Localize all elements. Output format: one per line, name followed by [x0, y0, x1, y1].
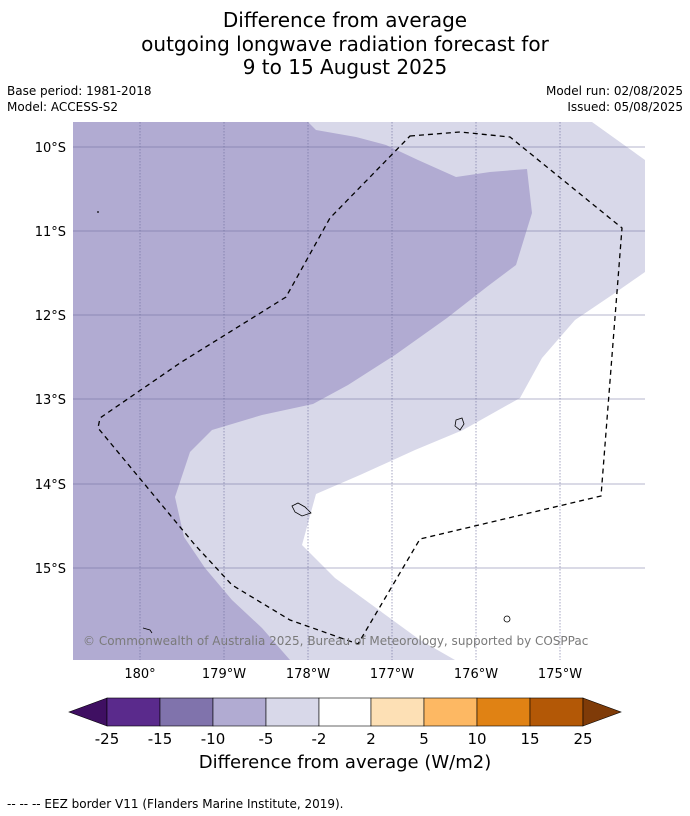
- colorbar: [68, 697, 622, 727]
- island-futuna: [291, 502, 312, 517]
- colorbar-tick: -15: [148, 730, 173, 748]
- lon-label: 179°W: [202, 667, 246, 682]
- colorbar-extend-low: [68, 697, 108, 727]
- model-name: Model: ACCESS-S2: [7, 100, 119, 114]
- lat-label: 14°S: [35, 478, 66, 493]
- lat-label: 13°S: [35, 393, 66, 408]
- issued-date: Issued: 05/08/2025: [567, 100, 683, 114]
- title-line-2: outgoing longwave radiation forecast for: [141, 32, 549, 56]
- island-west: [142, 627, 153, 634]
- island-wallis: [454, 417, 465, 431]
- colorbar-label: Difference from average (W/m2): [198, 752, 492, 773]
- eez-legend-note: -- -- -- EEZ border V11 (Flanders Marine…: [7, 797, 344, 811]
- lon-label: 177°W: [370, 667, 414, 682]
- eez-border: [97, 131, 623, 645]
- colorbar-segment: [318, 697, 372, 727]
- lat-label: 11°S: [35, 225, 66, 240]
- colorbar-tick: 25: [573, 730, 592, 748]
- colorbar-segment: [529, 697, 584, 727]
- colorbar-tick: 10: [467, 730, 486, 748]
- colorbar-segment: [159, 697, 214, 727]
- colorbar-segment: [370, 697, 425, 727]
- anomaly-neutral-region: [302, 122, 645, 660]
- anomaly-band-medium: [73, 122, 532, 660]
- model-run: Model run: 02/08/2025: [545, 84, 683, 98]
- colorbar-tick: 15: [520, 730, 539, 748]
- colorbar-tick: -5: [259, 730, 274, 748]
- colorbar-ticks: -25 -15 -10 -5 -2 2 5 10 15 25: [95, 730, 593, 748]
- colorbar-tick: -10: [201, 730, 226, 748]
- lon-label: 176°W: [454, 667, 498, 682]
- colorbar-tick: -25: [95, 730, 120, 748]
- colorbar-segment: [106, 697, 161, 727]
- lat-label: 12°S: [35, 309, 66, 324]
- colorbar-segment: [476, 697, 531, 727]
- copyright-text: © Commonwealth of Australia 2025, Bureau…: [83, 634, 588, 648]
- title-line-1: Difference from average: [222, 8, 468, 32]
- island-small: [503, 615, 511, 623]
- colorbar-segment: [212, 697, 267, 727]
- colorbar-tick: 5: [419, 730, 429, 748]
- colorbar-segment: [265, 697, 320, 727]
- map-grid: [73, 122, 645, 660]
- colorbar-extend-high: [582, 697, 622, 727]
- map-panel: [73, 122, 645, 660]
- colorbar-tick: -2: [312, 730, 327, 748]
- colorbar-tick: 2: [366, 730, 376, 748]
- island-dot: [97, 211, 99, 213]
- lat-label: 10°S: [35, 141, 66, 156]
- lon-label: 178°W: [286, 667, 330, 682]
- base-period: Base period: 1981-2018: [7, 84, 152, 98]
- colorbar-segment: [423, 697, 478, 727]
- lon-label: 180°: [124, 667, 155, 682]
- lat-label: 15°S: [35, 562, 66, 577]
- title-line-3: 9 to 15 August 2025: [242, 55, 448, 79]
- lon-label: 175°W: [538, 667, 582, 682]
